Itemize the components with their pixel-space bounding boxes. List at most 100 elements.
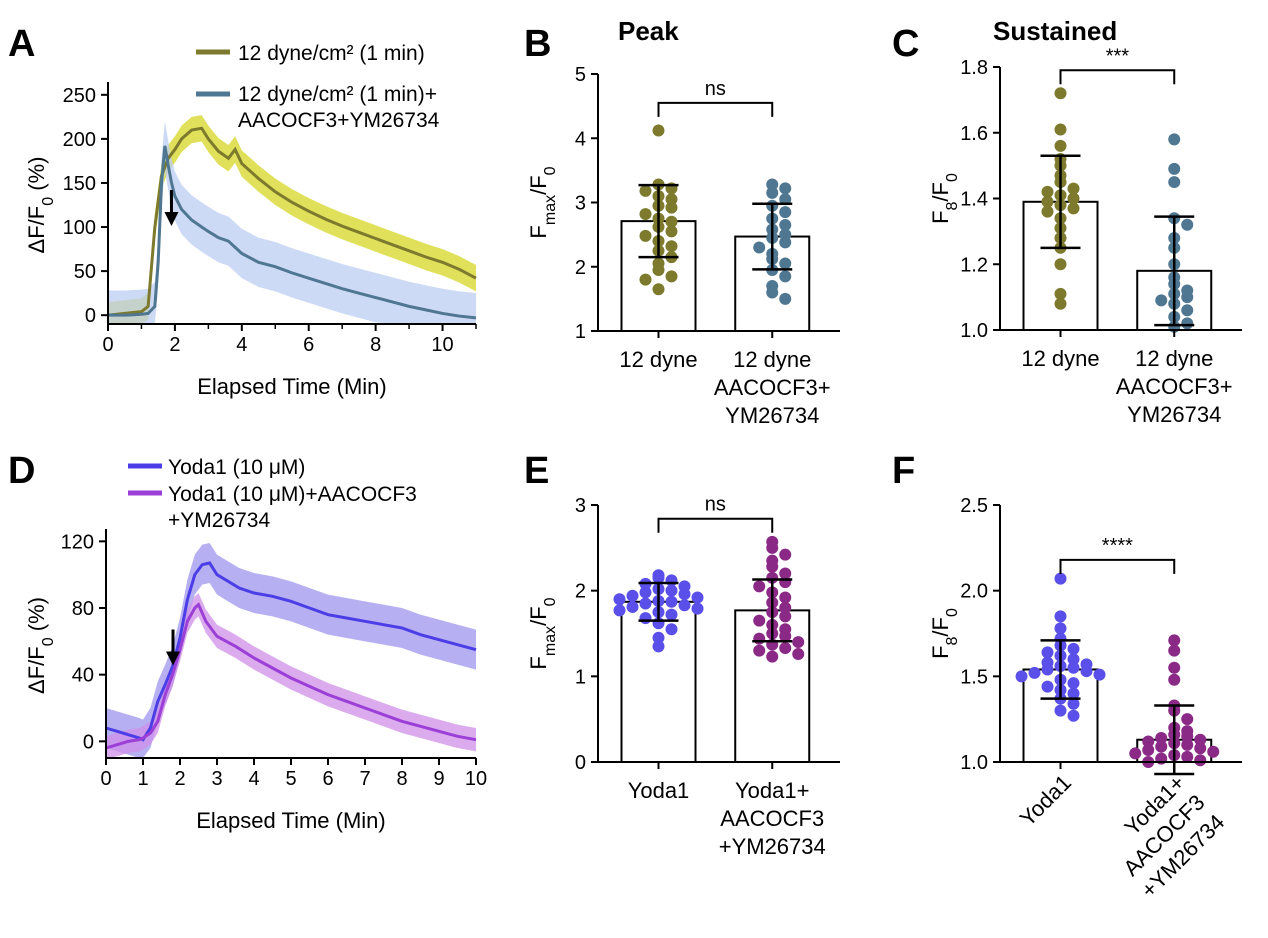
panel-f-point-1-6	[1041, 646, 1054, 659]
panel-e-point-1-18	[613, 604, 626, 617]
panel-b-point-2-19	[766, 286, 779, 299]
panel-a-y-tick-label-4: 200	[63, 129, 96, 151]
panel-f-point-1-16	[1093, 668, 1106, 681]
panel-b-point-1-19	[652, 263, 665, 276]
panel-f-point-2-10	[1181, 730, 1194, 743]
panel-d-y-tick-label-3: 120	[61, 531, 94, 553]
panel-f-point-2-12	[1194, 733, 1207, 746]
panel-d-x-tick-label-6: 6	[322, 768, 333, 790]
panel-f-point-2-19	[1207, 745, 1220, 758]
panel-b-point-2-5	[779, 206, 792, 219]
panel-b-point-1-10	[665, 215, 678, 228]
panel-d-down-arrow-icon	[166, 651, 180, 666]
panel-e-point-2-26	[766, 650, 779, 663]
panel-a-x-tick-label-2: 4	[236, 334, 247, 356]
panel-b-y-tick-label-1: 2	[575, 257, 586, 279]
panel-c-point-1-20	[1054, 287, 1067, 300]
panel-f-point-2-16	[1155, 740, 1168, 753]
panel-c-point-2-13	[1155, 294, 1168, 307]
panel-d-x-tick-label-9: 9	[433, 768, 444, 790]
panel-e-point-1-21	[639, 612, 652, 625]
panel-b-point-2-7	[779, 218, 792, 231]
panel-e-point-2-1	[766, 541, 779, 554]
panel-c-point-1-8	[1041, 185, 1054, 198]
panel-b-y-axis-label: Fmax/F0	[526, 166, 559, 238]
panel-letter-d: D	[8, 450, 35, 492]
legend-d-label-2-line-2: +YM26734	[168, 509, 270, 532]
panel-d-y-tick-label-2: 80	[72, 598, 94, 620]
panel-b-point-1-8	[639, 208, 652, 221]
legend-d: Yoda1 (10 μM) Yoda1 (10 μM)+AACOCF3 +YM2…	[128, 456, 423, 532]
panel-f-point-1-12	[1067, 661, 1080, 674]
panel-d-x-tick-label-0: 0	[100, 768, 111, 790]
legend-d-label-2: Yoda1 (10 μM)+AACOCF3 +YM26734	[168, 483, 423, 532]
panel-letter-a: A	[8, 23, 35, 65]
panel-e-point-1-15	[678, 599, 691, 612]
panel-b-point-2-15	[779, 257, 792, 270]
panel-f-point-1-20	[1041, 680, 1054, 693]
panel-c-point-2-15	[1181, 304, 1194, 317]
panel-b-category-label-2-line-2: AACOCF3+	[714, 375, 831, 400]
panel-f-point-2-18	[1142, 744, 1155, 757]
panel-e-significance-label: ns	[705, 494, 726, 516]
panel-e-point-1-2	[665, 574, 678, 587]
panel-e-significance-bracket	[657, 517, 774, 533]
panel-c-point-1-2	[1054, 139, 1067, 152]
panel-a-x-tick-label-1: 2	[169, 334, 180, 356]
panel-b-point-1-5	[665, 193, 678, 206]
panel-e-point-2-7	[779, 576, 792, 589]
panel-d-y-tick-label-1: 40	[72, 665, 94, 687]
panel-d-x-tick-label-7: 7	[359, 768, 370, 790]
panel-letter-b: B	[524, 23, 551, 65]
panel-e-point-2-21	[792, 636, 805, 649]
panel-c-category-label-2-line-2: AACOCF3+	[1116, 374, 1233, 399]
panel-b-category-label-2-line-1: 12 dyne	[733, 347, 811, 372]
legend-a-label-2-line-2: AACOCF3+YM26734	[238, 109, 440, 132]
panel-b-point-1-12	[665, 225, 678, 238]
panel-e-point-1-8	[678, 588, 691, 601]
panel-e-point-1-14	[639, 597, 652, 610]
panel-e-point-2-23	[779, 642, 792, 655]
panel-f-point-2-0	[1168, 634, 1181, 647]
panel-b-y-tick-label-3: 4	[575, 128, 586, 150]
panel-c-point-1-11	[1041, 195, 1054, 208]
panel-letter-f: F	[892, 450, 915, 492]
panel-c-chart: 1.0 1.2 1.4 1.6 1.8 12 dyne 12 dyne AACOCF3+ YM2…	[928, 45, 1242, 427]
panel-d-x-tick-label-2: 2	[174, 768, 185, 790]
panel-d-x-tick-label-4: 4	[248, 768, 259, 790]
panel-a-y-tick-label-5: 250	[63, 85, 96, 107]
panel-f-chart: 1.0 1.5 2.0 2.5 Yoda1 Yoda1+AACOCF3+YM26734 F8…	[928, 495, 1242, 903]
panel-c-point-1-21	[1054, 297, 1067, 310]
panel-b-point-2-1	[779, 182, 792, 195]
panel-c-title: Sustained	[993, 16, 1117, 46]
panel-f-point-1-26	[1067, 709, 1080, 722]
panel-b-point-2-20	[779, 292, 792, 305]
panel-f-point-2-20	[1129, 747, 1142, 760]
panel-f-y-tick-label-1: 1.5	[960, 666, 988, 688]
panel-f-point-1-22	[1067, 687, 1080, 700]
panel-b-y-tick-label-2: 3	[575, 193, 586, 215]
panel-d-x-tick-label-3: 3	[211, 768, 222, 790]
panel-c-point-2-0	[1168, 133, 1181, 146]
panel-e-point-1-23	[665, 623, 678, 636]
panel-e-point-1-13	[665, 595, 678, 608]
panel-f-significance-bracket	[1059, 558, 1176, 574]
panel-d-chart: 0 1 2 3 4 5 6 7 8 9 10 0 40 80 120 Elapsed Time (Min) ΔF…	[24, 529, 487, 833]
panel-f-point-1-19	[1067, 677, 1080, 690]
panel-e-point-2-12	[779, 601, 792, 614]
panel-f-point-1-1	[1054, 610, 1067, 623]
panel-d-x-tick-label-5: 5	[285, 768, 296, 790]
panel-c-point-1-7	[1067, 182, 1080, 195]
legend-d-label-1: Yoda1 (10 μM)	[168, 456, 305, 479]
panel-c-y-axis-label: F8/F0	[928, 173, 961, 224]
panel-letter-e: E	[524, 450, 549, 492]
panel-e-point-1-20	[665, 608, 678, 621]
panel-e-point-1-25	[652, 640, 665, 653]
panel-b-point-1-21	[639, 273, 652, 286]
panel-c-point-1-19	[1054, 258, 1067, 271]
panel-e-point-2-2	[779, 548, 792, 561]
panel-e-category-label-1-line-1: Yoda1	[628, 778, 690, 803]
panel-f-point-2-1	[1168, 644, 1181, 657]
